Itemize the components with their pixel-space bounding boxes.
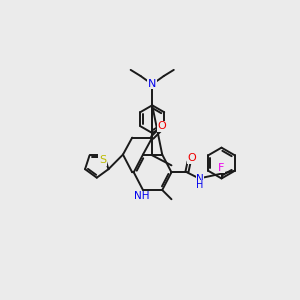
Text: N: N [148, 79, 156, 89]
Text: O: O [158, 121, 167, 131]
Text: H: H [196, 180, 204, 190]
Text: N: N [196, 174, 204, 184]
Text: NH: NH [134, 191, 149, 201]
Text: F: F [218, 163, 225, 173]
Text: O: O [188, 153, 197, 164]
Text: S: S [99, 155, 106, 165]
